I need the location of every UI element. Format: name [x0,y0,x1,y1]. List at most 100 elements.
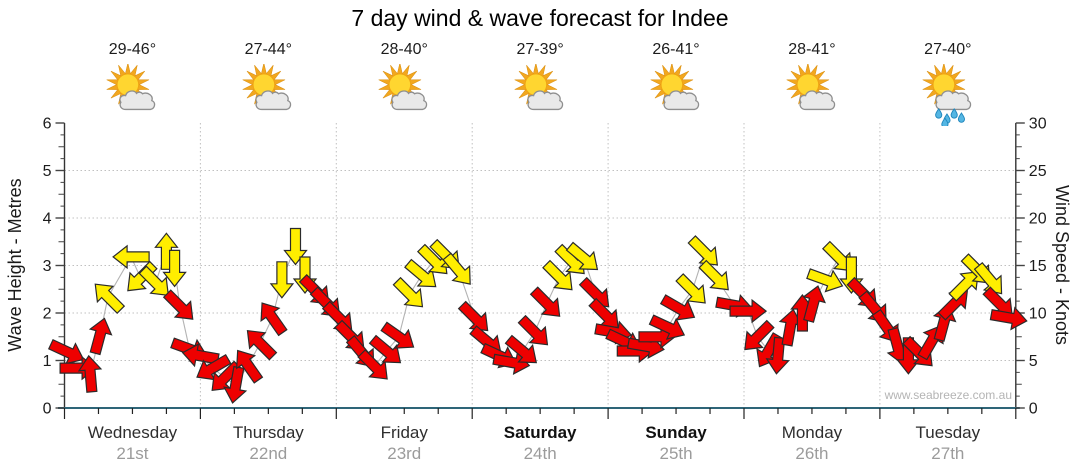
wind-arrow [529,286,561,317]
right-axis-label: Wind Speed - Knots [1052,184,1072,346]
wind-arrow-shape [729,298,768,324]
wind-arrow-shape [236,349,264,384]
right-tick-label: 20 [1029,211,1047,228]
wind-arrow-shape [223,365,248,404]
wind-arrow [368,334,402,364]
day-name-label: Tuesday [915,423,981,442]
day-name-label: Wednesday [87,423,178,442]
day-date-label: 25th [659,444,693,463]
wind-arrow [806,268,844,293]
day-date-label: 21st [116,444,149,463]
wind-arrow-shape [392,276,424,308]
wind-arrow [196,353,232,381]
wind-arrow [181,343,220,368]
wind-arrow-shape [744,319,775,351]
wind-arrow-shape [529,286,561,317]
cloud-shape [255,90,292,111]
day-name-label: Saturday [503,423,577,442]
cloud [119,90,156,111]
wind-arrow-shape [88,317,113,356]
wind-arrow-shape [806,268,844,293]
sun-cloud-icon [242,64,292,111]
wind-arrow [357,349,388,380]
wind-arrow-shape [565,241,599,271]
right-tick-label: 0 [1029,401,1038,418]
left-tick-label: 3 [43,258,52,275]
temperature-range: 27-39° [516,41,564,58]
left-axis-label: Wave Height - Metres [5,178,25,352]
wind-arrow-shape [162,289,194,320]
temperature-range: 26-41° [652,41,700,58]
wind-arrow-shape [675,273,706,304]
wind-arrow [492,350,531,376]
wind-arrow [77,354,103,393]
wind-arrow-shape [162,249,187,288]
wind-arrow-shape [802,285,826,323]
wind-arrow [236,349,264,384]
wind-arrow-shape [648,314,686,340]
temperature-range: 29-46° [108,41,157,58]
wind-arrow [138,265,170,297]
cloud-shape [663,90,700,111]
watermark-text: www.seabreeze.com.au [884,388,1012,402]
left-tick-label: 2 [43,306,52,323]
wind-arrow [989,306,1028,331]
wind-arrow-shape [380,321,415,349]
wind-arrow [542,259,573,291]
wind-arrow [744,319,775,351]
cloud [391,90,428,111]
wind-arrow-shape [896,337,921,375]
wind-arrow [404,258,437,288]
wind-arrow-shape [404,258,437,288]
wind-arrow [392,276,424,308]
wind-arrow-shape [659,294,696,321]
day-date-label: 26th [795,444,829,463]
sun-cloud-icon [378,64,428,111]
day-name-label: Monday [781,423,843,442]
cloud [255,90,292,111]
wind-arrow-shape [492,350,531,376]
right-tick-label: 15 [1029,258,1047,275]
wind-arrow [517,314,549,346]
wind-arrow-shape [765,336,790,375]
wind-arrow [94,283,126,315]
cloud-shape [391,90,428,111]
left-tick-label: 0 [43,401,52,418]
wind-arrow-shape [357,349,388,380]
wind-arrow-shape [112,244,150,270]
wind-arrow-shape [442,252,471,285]
wind-arrow [162,289,194,320]
wind-arrow-shape [47,338,85,365]
day-date-label: 27th [931,444,965,463]
right-tick-label: 30 [1029,116,1047,133]
wind-arrow-shape [181,343,220,368]
rain-drop [934,108,943,119]
wind-arrow [47,338,85,365]
cloud [935,90,972,111]
wind-arrow [648,314,686,340]
wind-arrow [675,273,706,304]
wind-arrow-shape [698,259,729,291]
wind-arrow [729,298,768,324]
wind-arrow-shape [989,306,1028,331]
wind-arrow [223,365,248,404]
wind-arrow-shape [260,302,288,337]
left-tick-label: 4 [43,211,52,228]
cloud-shape [527,90,564,111]
wind-arrow-shape [94,283,126,315]
wind-arrow-shape [504,334,538,364]
temperature-range: 28-41° [788,41,836,58]
wind-arrow [698,259,729,291]
right-tick-label: 10 [1029,306,1047,323]
wind-arrow [802,285,826,323]
wind-arrow-shape [542,259,573,291]
rain-drop [941,117,949,126]
right-tick-label: 25 [1029,163,1047,180]
sun-cloud-icon [650,64,700,111]
wind-arrow [162,249,187,288]
cloud [527,90,564,111]
temperature-range: 28-40° [380,41,428,58]
cloud [663,90,700,111]
